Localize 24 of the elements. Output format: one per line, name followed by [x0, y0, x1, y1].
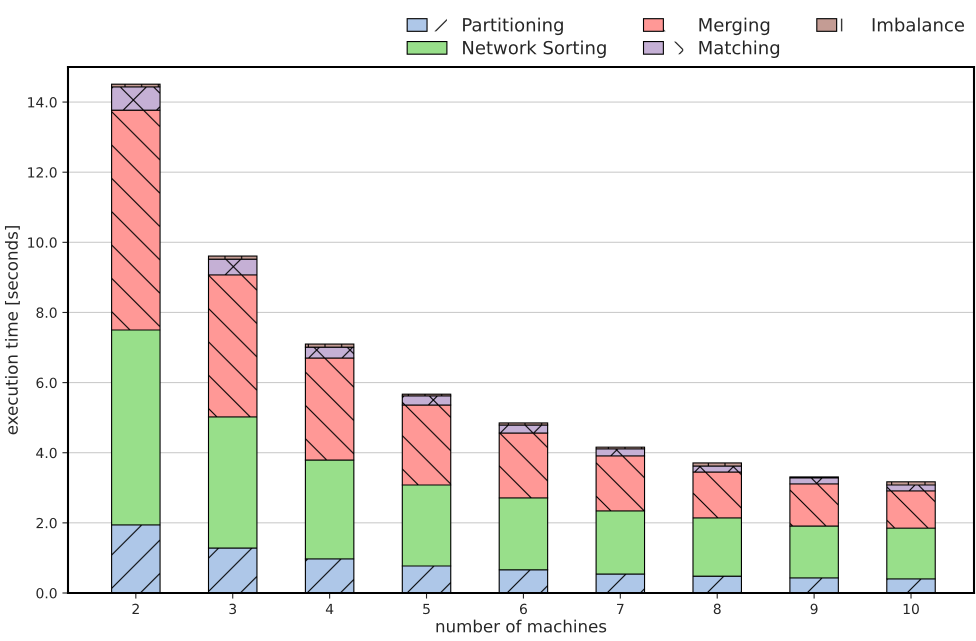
- x-tick-label: 8: [714, 604, 721, 614]
- x-tick-label: 5: [423, 604, 430, 614]
- x-tick-label: 3: [229, 604, 236, 614]
- legend-label: Imbalance: [872, 18, 964, 32]
- legend-label: Network Sorting: [463, 40, 606, 58]
- legend-label: Partitioning: [463, 18, 563, 36]
- x-tick-label: 6: [520, 604, 527, 614]
- y-axis-title: execution time [seconds]: [4, 226, 20, 434]
- y-tick-label: 4.0: [36, 448, 57, 458]
- x-tick-label: 10: [904, 604, 919, 614]
- y-tick-label: 14.0: [28, 97, 57, 108]
- y-tick-label: 8.0: [36, 307, 57, 318]
- x-axis-title: number of machines: [436, 620, 606, 633]
- legend-label: Matching: [699, 40, 780, 58]
- legend-label: Merging: [699, 18, 770, 36]
- y-tick-label: 2.0: [36, 518, 57, 528]
- y-tick-label: 6.0: [36, 378, 57, 388]
- y-tick-label: 10.0: [28, 237, 57, 248]
- x-tick-label: 9: [810, 604, 818, 614]
- x-tick-label: 2: [132, 604, 139, 614]
- x-tick-label: 4: [326, 604, 334, 614]
- y-tick-label: 0.0: [36, 588, 57, 598]
- y-tick-label: 12.0: [28, 167, 57, 178]
- x-tick-label: 7: [617, 604, 624, 614]
